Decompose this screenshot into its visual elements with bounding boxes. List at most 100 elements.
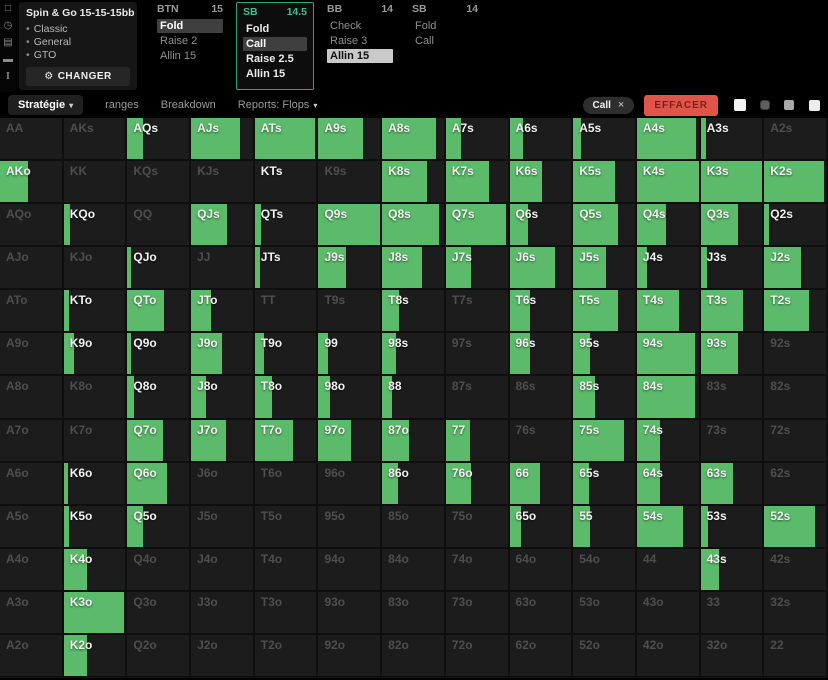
action-raise-2[interactable]: Raise 2 <box>160 35 198 47</box>
hand-cell-53o[interactable]: 53o <box>573 591 637 635</box>
hand-cell-J5o[interactable]: J5o <box>191 505 255 549</box>
hand-cell-72o[interactable]: 72o <box>445 634 510 678</box>
hand-cell-77[interactable]: 77 <box>445 419 510 463</box>
action-allin-15[interactable]: Allin 15 <box>246 68 286 80</box>
hand-cell-AA[interactable]: AA <box>0 118 64 162</box>
hand-cell-A7o[interactable]: A7o <box>0 419 64 463</box>
hand-cell-KQo[interactable]: KQo <box>63 204 128 248</box>
view-toggle-2[interactable] <box>760 100 770 110</box>
hand-cell-T2o[interactable]: T2o <box>254 634 319 678</box>
tab-breakdown[interactable]: Breakdown <box>161 99 216 111</box>
hand-cell-52s[interactable]: 52s <box>764 505 828 549</box>
hand-cell-K4o[interactable]: K4o <box>63 548 128 592</box>
hand-cell-AQs[interactable]: AQs <box>127 118 192 162</box>
hand-cell-K3s[interactable]: K3s <box>700 161 765 205</box>
hand-cell-94o[interactable]: 94o <box>318 548 383 592</box>
hand-cell-72s[interactable]: 72s <box>764 419 828 463</box>
hand-cell-98o[interactable]: 98o <box>318 376 383 420</box>
hand-cell-A2s[interactable]: A2s <box>764 118 828 162</box>
hand-cell-84o[interactable]: 84o <box>382 548 446 592</box>
hand-cell-64o[interactable]: 64o <box>509 548 574 592</box>
action-raise-3[interactable]: Raise 3 <box>330 35 368 47</box>
action-raise-2-5[interactable]: Raise 2.5 <box>246 53 294 65</box>
hand-cell-T9s[interactable]: T9s <box>318 290 383 334</box>
hand-cell-A2o[interactable]: A2o <box>0 634 64 678</box>
hand-cell-55[interactable]: 55 <box>573 505 637 549</box>
hand-cell-64s[interactable]: 64s <box>636 462 701 506</box>
hand-cell-AKo[interactable]: AKo <box>0 161 64 205</box>
change-button[interactable]: ⚙ CHANGER <box>26 67 130 86</box>
hand-cell-Q9o[interactable]: Q9o <box>127 333 192 377</box>
hand-cell-96s[interactable]: 96s <box>509 333 574 377</box>
hand-cell-Q5s[interactable]: Q5s <box>573 204 637 248</box>
hand-cell-A6o[interactable]: A6o <box>0 462 64 506</box>
hand-cell-83o[interactable]: 83o <box>382 591 446 635</box>
hand-cell-AQo[interactable]: AQo <box>0 204 64 248</box>
hand-cell-92s[interactable]: 92s <box>764 333 828 377</box>
hand-cell-43s[interactable]: 43s <box>700 548 765 592</box>
hand-cell-54o[interactable]: 54o <box>573 548 637 592</box>
hand-cell-62o[interactable]: 62o <box>509 634 574 678</box>
hand-cell-53s[interactable]: 53s <box>700 505 765 549</box>
hand-cell-K9o[interactable]: K9o <box>63 333 128 377</box>
hand-cell-K3o[interactable]: K3o <box>63 591 128 635</box>
hand-cell-K2o[interactable]: K2o <box>63 634 128 678</box>
hand-cell-Q3o[interactable]: Q3o <box>127 591 192 635</box>
save-icon[interactable]: ▤ <box>3 37 13 48</box>
hand-cell-A9s[interactable]: A9s <box>318 118 383 162</box>
hand-cell-A8o[interactable]: A8o <box>0 376 64 420</box>
view-toggle-4[interactable] <box>809 99 820 111</box>
hand-cell-98s[interactable]: 98s <box>382 333 446 377</box>
hand-cell-J3s[interactable]: J3s <box>700 247 765 291</box>
hand-cell-73o[interactable]: 73o <box>445 591 510 635</box>
hand-cell-93s[interactable]: 93s <box>700 333 765 377</box>
hand-cell-A9o[interactable]: A9o <box>0 333 64 377</box>
hand-cell-J6s[interactable]: J6s <box>509 247 574 291</box>
hand-cell-T4s[interactable]: T4s <box>636 290 701 334</box>
hand-cell-A8s[interactable]: A8s <box>382 118 446 162</box>
hand-cell-75o[interactable]: 75o <box>445 505 510 549</box>
hand-cell-K8o[interactable]: K8o <box>63 376 128 420</box>
hand-cell-T4o[interactable]: T4o <box>254 548 319 592</box>
hand-cell-KQs[interactable]: KQs <box>127 161 192 205</box>
hand-cell-86o[interactable]: 86o <box>382 462 446 506</box>
clear-button[interactable]: EFFACER <box>644 94 718 116</box>
hand-cell-63s[interactable]: 63s <box>700 462 765 506</box>
hand-cell-AKs[interactable]: AKs <box>63 118 128 162</box>
hand-cell-42o[interactable]: 42o <box>636 634 701 678</box>
text-cursor-icon[interactable]: I <box>6 71 10 82</box>
hand-cell-T9o[interactable]: T9o <box>254 333 319 377</box>
hand-cell-Q7s[interactable]: Q7s <box>445 204 510 248</box>
hand-cell-Q5o[interactable]: Q5o <box>127 505 192 549</box>
hand-cell-83s[interactable]: 83s <box>700 376 765 420</box>
hand-cell-88[interactable]: 88 <box>382 376 446 420</box>
hand-cell-QTo[interactable]: QTo <box>127 290 192 334</box>
car-icon[interactable]: ▬ <box>3 54 13 65</box>
hand-cell-QTs[interactable]: QTs <box>254 204 319 248</box>
hand-cell-T5s[interactable]: T5s <box>573 290 637 334</box>
hand-cell-22[interactable]: 22 <box>764 634 828 678</box>
hand-cell-KTs[interactable]: KTs <box>254 161 319 205</box>
hand-cell-99[interactable]: 99 <box>318 333 383 377</box>
hand-cell-K5s[interactable]: K5s <box>573 161 637 205</box>
hand-cell-87o[interactable]: 87o <box>382 419 446 463</box>
hand-cell-74o[interactable]: 74o <box>445 548 510 592</box>
hand-cell-87s[interactable]: 87s <box>445 376 510 420</box>
close-icon[interactable]: × <box>617 99 625 111</box>
view-toggle-1[interactable] <box>734 99 746 111</box>
hand-cell-K7s[interactable]: K7s <box>445 161 510 205</box>
hand-cell-JTo[interactable]: JTo <box>191 290 255 334</box>
hand-cell-A6s[interactable]: A6s <box>509 118 574 162</box>
hand-cell-TT[interactable]: TT <box>254 290 319 334</box>
hand-cell-A5o[interactable]: A5o <box>0 505 64 549</box>
hand-cell-J8o[interactable]: J8o <box>191 376 255 420</box>
hand-cell-43o[interactable]: 43o <box>636 591 701 635</box>
hand-cell-32o[interactable]: 32o <box>700 634 765 678</box>
action-fold[interactable]: Fold <box>246 23 270 35</box>
hand-cell-95s[interactable]: 95s <box>573 333 637 377</box>
hand-cell-33[interactable]: 33 <box>700 591 765 635</box>
hand-cell-82o[interactable]: 82o <box>382 634 446 678</box>
hand-cell-66[interactable]: 66 <box>509 462 574 506</box>
hand-cell-93o[interactable]: 93o <box>318 591 383 635</box>
hand-cell-97s[interactable]: 97s <box>445 333 510 377</box>
